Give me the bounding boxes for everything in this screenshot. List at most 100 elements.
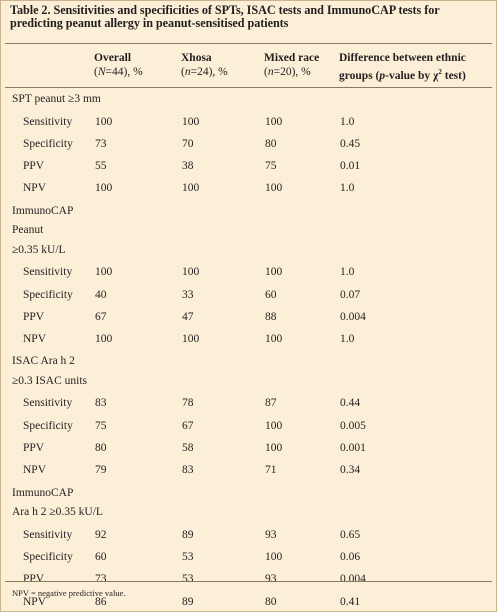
table-row: PPV 67 47 88 0.004 <box>1 308 496 328</box>
measure-cell: NPV <box>23 595 47 608</box>
mixed-race-cell: 71 <box>265 464 277 477</box>
difference-cell: 0.004 <box>340 573 366 586</box>
measure-cell: NPV <box>23 464 47 477</box>
overall-cell: 80 <box>95 442 107 454</box>
table-row: PPV 55 38 75 0.01 <box>1 157 496 177</box>
difference-cell: 1.0 <box>340 266 355 279</box>
table-row: PPV 73 53 93 0.004 <box>1 570 496 590</box>
column-header-mixed-race: Mixed race (n=20), % <box>264 51 319 79</box>
column-header-overall-sub: (N=44), % <box>94 66 143 78</box>
difference-cell: 1.0 <box>340 333 355 346</box>
measure-cell: NPV <box>23 333 47 346</box>
group-label: ImmunoCAP <box>12 204 74 217</box>
mixed-race-cell: 88 <box>265 310 277 323</box>
difference-cell: 0.65 <box>340 528 361 541</box>
table-row: Specificity 73 70 80 0.45 <box>1 135 496 155</box>
overall-cell: 100 <box>95 266 113 279</box>
measure-cell: NPV <box>23 182 47 195</box>
xhosa-cell: 58 <box>182 442 194 454</box>
column-header-overall: Overall (N=44), % <box>94 51 143 79</box>
overall-cell: 75 <box>95 419 107 432</box>
group-label-row: ImmunoCAP <box>1 202 496 222</box>
overall-cell: 73 <box>95 137 107 150</box>
column-header-xhosa-sub: (n=24), % <box>181 66 228 78</box>
mixed-race-cell: 100 <box>265 442 283 454</box>
overall-cell: 100 <box>95 333 113 346</box>
measure-cell: Specificity <box>23 550 73 563</box>
measure-cell: PPV <box>23 573 45 586</box>
difference-cell: 0.34 <box>340 464 361 477</box>
difference-cell: 0.41 <box>340 595 361 608</box>
table-footnote: NPV = negative predictive value. <box>12 588 126 598</box>
column-header-mixed-race-sub: (n=20), % <box>264 66 311 78</box>
mixed-race-cell: 100 <box>265 266 283 279</box>
xhosa-cell: 53 <box>182 550 194 563</box>
mixed-race-cell: 60 <box>265 288 277 301</box>
difference-cell: 1.0 <box>340 182 355 195</box>
group-label-row: Ara h 2 ≥0.35 kU/L <box>1 503 496 523</box>
measure-cell: PPV <box>23 442 45 454</box>
xhosa-cell: 89 <box>182 595 194 608</box>
group-label-row: ISAC Ara h 2 <box>1 352 496 372</box>
table-row: Sensitivity 83 78 87 0.44 <box>1 394 496 414</box>
table-row: Specificity 40 33 60 0.07 <box>1 286 496 306</box>
table-title-line-2: predicting peanut allergy in peanut-sens… <box>10 16 289 30</box>
overall-cell: 40 <box>95 288 107 301</box>
xhosa-cell: 78 <box>182 397 194 410</box>
mixed-race-cell: 87 <box>265 397 277 410</box>
overall-cell: 60 <box>95 550 107 563</box>
difference-cell: 1.0 <box>340 115 355 128</box>
group-label: ≥0.3 ISAC units <box>12 374 88 387</box>
overall-cell: 100 <box>95 115 113 128</box>
xhosa-cell: 83 <box>182 464 194 477</box>
measure-cell: Sensitivity <box>23 528 73 541</box>
overall-cell: 92 <box>95 528 107 541</box>
table-row: NPV 100 100 100 1.0 <box>1 330 496 350</box>
header-rule <box>5 87 492 88</box>
measure-cell: Specificity <box>23 137 73 150</box>
group-label-row: ImmunoCAP <box>1 484 496 504</box>
xhosa-cell: 70 <box>182 137 194 150</box>
xhosa-cell: 53 <box>182 573 194 586</box>
overall-cell: 100 <box>95 182 113 195</box>
mixed-race-cell: 80 <box>265 137 277 150</box>
group-label: ISAC Ara h 2 <box>12 355 75 368</box>
xhosa-cell: 33 <box>182 288 194 301</box>
group-label-row: ≥0.3 ISAC units <box>1 372 496 392</box>
xhosa-cell: 38 <box>182 160 194 173</box>
xhosa-cell: 100 <box>182 333 200 346</box>
group-label-row: SPT peanut ≥3 mm <box>1 90 496 110</box>
overall-cell: 79 <box>95 464 107 477</box>
table-title-line-1: Table 2. Sensitivities and specificities… <box>10 3 440 17</box>
overall-cell: 86 <box>95 595 107 608</box>
mixed-race-cell: 100 <box>265 115 283 128</box>
measure-cell: Sensitivity <box>23 266 73 279</box>
difference-cell: 0.07 <box>340 288 361 301</box>
table-row: NPV 79 83 71 0.34 <box>1 461 496 481</box>
difference-cell: 0.06 <box>340 550 361 563</box>
table-row: PPV 80 58 100 0.001 <box>1 439 496 459</box>
measure-cell: PPV <box>23 310 45 323</box>
group-label-row: Peanut <box>1 221 496 241</box>
column-header-xhosa: Xhosa (n=24), % <box>181 51 228 79</box>
xhosa-cell: 67 <box>182 419 194 432</box>
measure-cell: Specificity <box>23 288 73 301</box>
top-rule <box>5 43 492 44</box>
xhosa-cell: 100 <box>182 182 200 195</box>
group-label: ImmunoCAP <box>12 486 74 499</box>
overall-cell: 67 <box>95 310 107 323</box>
difference-cell: 0.005 <box>340 419 366 432</box>
xhosa-cell: 47 <box>182 310 194 323</box>
column-header-difference: Difference between ethnic groups (p-valu… <box>339 51 466 83</box>
table-row: Sensitivity 100 100 100 1.0 <box>1 263 496 283</box>
xhosa-cell: 89 <box>182 528 194 541</box>
group-label: ≥0.35 kU/L <box>12 243 66 256</box>
mixed-race-cell: 100 <box>265 333 283 346</box>
measure-cell: Sensitivity <box>23 397 73 410</box>
column-header-xhosa-label: Xhosa <box>181 52 212 64</box>
difference-cell: 0.001 <box>340 442 366 454</box>
overall-cell: 83 <box>95 397 107 410</box>
mixed-race-cell: 100 <box>265 419 283 432</box>
difference-cell: 0.01 <box>340 160 361 173</box>
